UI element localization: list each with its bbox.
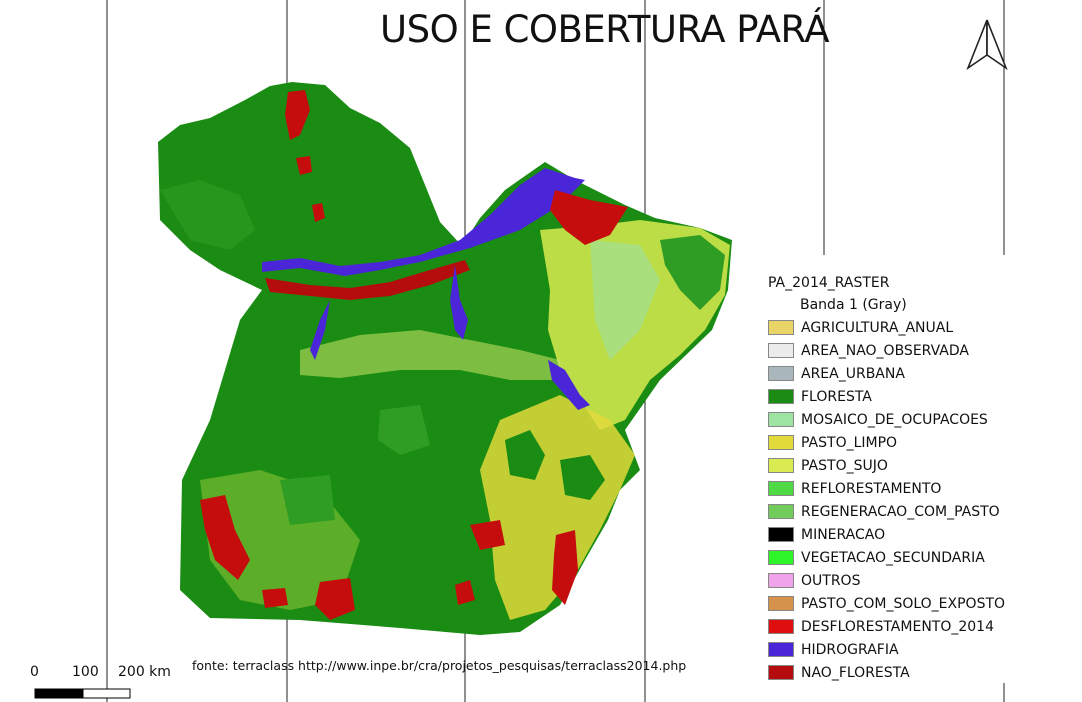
central-forest-block	[378, 405, 430, 455]
legend-item: REFLORESTAMENTO	[768, 477, 1068, 500]
legend-swatch	[768, 458, 794, 473]
xingu-river	[450, 265, 468, 340]
legend-items: AGRICULTURA_ANUAL AREA_NAO_OBSERVADA AREA_…	[768, 316, 1068, 684]
legend-label: HIDROGRAFIA	[801, 641, 899, 658]
legend-label: MOSAICO_DE_OCUPACOES	[801, 411, 988, 428]
north-arrow-icon	[966, 19, 1008, 71]
western-mosaic	[160, 180, 255, 250]
central-forest-block	[560, 455, 605, 500]
legend-swatch	[768, 481, 794, 496]
legend-label: REGENERACAO_COM_PASTO	[801, 503, 1000, 520]
legend-item: NAO_FLORESTA	[768, 661, 1068, 684]
legend-swatch	[768, 573, 794, 588]
legend-item: REGENERACAO_COM_PASTO	[768, 500, 1068, 523]
land-cover-raster[interactable]	[158, 82, 732, 635]
legend-swatch	[768, 504, 794, 519]
legend: PA_2014_RASTER Banda 1 (Gray) AGRICULTUR…	[768, 272, 1068, 684]
legend-label: PASTO_LIMPO	[801, 434, 898, 451]
legend-label: AGRICULTURA_ANUAL	[801, 319, 954, 336]
legend-item: PASTO_LIMPO	[768, 431, 1068, 454]
legend-label: NAO_FLORESTA	[801, 664, 910, 681]
legend-swatch	[768, 642, 794, 657]
legend-swatch	[768, 527, 794, 542]
legend-label: AREA_URBANA	[801, 365, 905, 382]
legend-item: PASTO_COM_SOLO_EXPOSTO	[768, 592, 1068, 615]
legend-label: VEGETACAO_SECUNDARIA	[801, 549, 985, 566]
map-title: USO E COBERTURA PARÁ	[380, 8, 830, 51]
south-central-deforestation	[470, 520, 505, 550]
northwest-non-forest	[285, 90, 310, 140]
legend-label: OUTROS	[801, 572, 861, 589]
central-pasture-band	[300, 330, 560, 380]
legend-swatch	[768, 343, 794, 358]
legend-item: MINERACAO	[768, 523, 1068, 546]
legend-swatch	[768, 665, 794, 680]
scale-label-200: 200 km	[118, 664, 171, 680]
southwest-deforestation	[200, 495, 250, 580]
legend-label: FLORESTA	[801, 388, 872, 405]
legend-item: DESFLORESTAMENTO_2014	[768, 615, 1068, 638]
legend-swatch	[768, 389, 794, 404]
north-non-forest-patch	[296, 156, 312, 175]
scale-bar	[34, 688, 131, 699]
southeast-deforestation	[552, 530, 578, 605]
northeast-forest-patch	[660, 235, 725, 310]
south-deforestation	[262, 588, 288, 608]
east-mosaic	[590, 240, 660, 360]
legend-swatch	[768, 412, 794, 427]
central-forest-block	[280, 475, 335, 525]
north-non-forest-patch	[312, 203, 325, 222]
scale-bar-labels: 0 100 200 km	[30, 664, 180, 684]
legend-label: MINERACAO	[801, 526, 886, 543]
legend-label: PASTO_SUJO	[801, 457, 888, 474]
source-credit: fonte: terraclass http://www.inpe.br/cra…	[192, 658, 687, 673]
legend-swatch	[768, 619, 794, 634]
legend-band-label: Banda 1 (Gray)	[800, 297, 907, 313]
amazon-river-band	[262, 168, 585, 276]
legend-swatch	[768, 366, 794, 381]
legend-label: REFLORESTAMENTO	[801, 480, 942, 497]
legend-swatch	[768, 320, 794, 335]
legend-item: AREA_NAO_OBSERVADA	[768, 339, 1068, 362]
legend-item: MOSAICO_DE_OCUPACOES	[768, 408, 1068, 431]
legend-item: OUTROS	[768, 569, 1068, 592]
legend-item: VEGETACAO_SECUNDARIA	[768, 546, 1068, 569]
legend-swatch	[768, 550, 794, 565]
legend-item: AGRICULTURA_ANUAL	[768, 316, 1068, 339]
south-central-deforestation	[455, 580, 475, 605]
legend-item: HIDROGRAFIA	[768, 638, 1068, 661]
tapajos-river	[310, 300, 330, 360]
southeast-forest-patch	[505, 430, 545, 480]
legend-label: PASTO_COM_SOLO_EXPOSTO	[801, 595, 1006, 612]
legend-layer-name: PA_2014_RASTER	[768, 275, 890, 291]
marajo-non-forest	[550, 190, 628, 245]
legend-item: AREA_URBANA	[768, 362, 1068, 385]
legend-label: AREA_NAO_OBSERVADA	[801, 342, 969, 359]
tocantins-river	[548, 360, 590, 410]
legend-swatch	[768, 596, 794, 611]
south-deforestation	[315, 578, 355, 620]
legend-swatch	[768, 435, 794, 450]
legend-item: FLORESTA	[768, 385, 1068, 408]
amazon-floodplain	[265, 260, 470, 300]
scale-label-100: 100	[72, 664, 99, 680]
scale-label-0: 0	[30, 664, 39, 680]
legend-label: DESFLORESTAMENTO_2014	[801, 618, 994, 635]
legend-item: PASTO_SUJO	[768, 454, 1068, 477]
